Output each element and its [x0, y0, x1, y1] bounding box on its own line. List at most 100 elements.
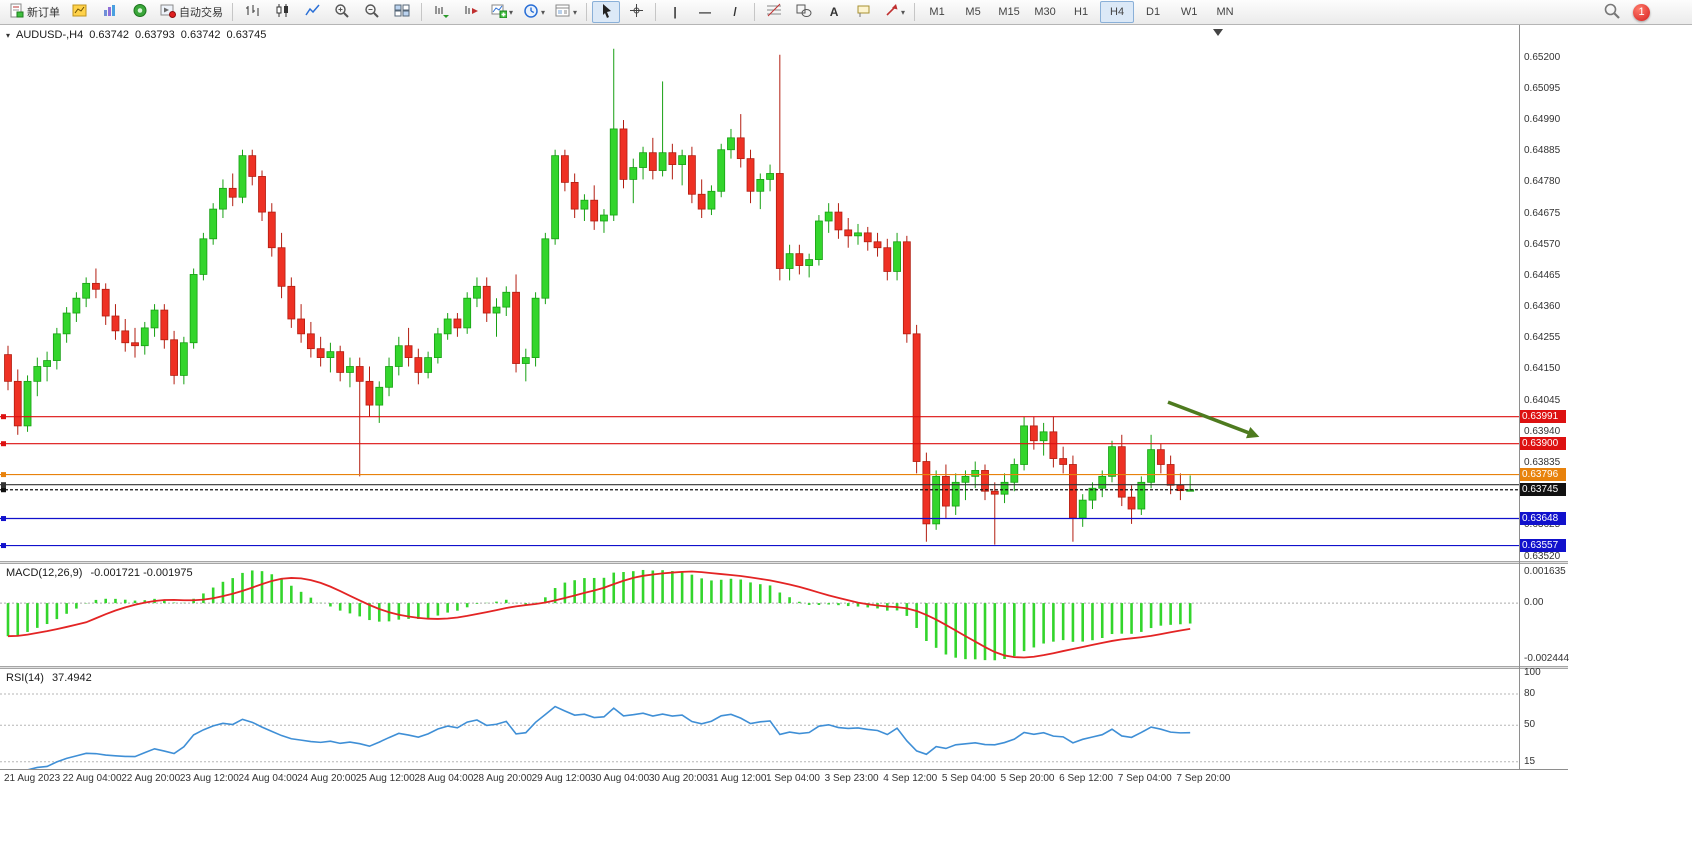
timeframe-mn[interactable]: MN	[1216, 6, 1234, 18]
pane-separator[interactable]	[0, 666, 1568, 669]
candlestick-icon	[275, 3, 290, 21]
candlestick-chart[interactable]	[0, 25, 1519, 561]
autotrading-button[interactable]: 自动交易	[156, 1, 227, 23]
timeframe-w1[interactable]: W1	[1180, 6, 1198, 18]
pane-separator[interactable]	[0, 561, 1568, 564]
rsi-axis-label: 100	[1524, 667, 1541, 679]
symbol-period-label: AUDUSD-,H4	[16, 29, 84, 41]
macd-chart[interactable]	[0, 564, 1519, 666]
arrows-button[interactable]: ▾	[880, 1, 909, 23]
price-axis-label: 0.65200	[1524, 51, 1561, 63]
search-button[interactable]	[1598, 1, 1626, 23]
fibonacci-icon	[766, 3, 782, 21]
vertical-line-icon: |	[673, 5, 677, 19]
time-axis-label: 7 Sep 04:00	[1117, 773, 1172, 784]
templates-button[interactable]: ▾	[551, 1, 581, 23]
price-level-badge[interactable]: 0.63557	[1520, 539, 1566, 553]
zoom-in-button[interactable]	[328, 1, 356, 23]
line-chart-icon	[304, 3, 320, 21]
macd-label: MACD(12,26,9)	[6, 567, 83, 579]
cursor-icon	[599, 3, 614, 21]
fibonacci-button[interactable]	[760, 1, 788, 23]
text-button[interactable]: A	[820, 1, 848, 23]
metaeditor-icon	[132, 3, 148, 21]
toolbar: 新订单 自动交易	[0, 0, 1692, 25]
macd-values: -0.001721 -0.001975	[90, 567, 193, 579]
caret-icon: ▾	[573, 7, 578, 17]
trendline-button[interactable]: /	[721, 1, 749, 23]
tile-windows-icon	[394, 3, 410, 21]
price-axis-label: 0.64255	[1524, 332, 1561, 344]
timeframe-m5[interactable]: M5	[965, 6, 981, 18]
bar-chart-button[interactable]	[238, 1, 266, 23]
timeframe-h1[interactable]: H1	[1074, 6, 1089, 18]
chart-shift-button[interactable]	[457, 1, 485, 23]
price-axis-label: 0.64675	[1524, 207, 1561, 219]
text-icon: A	[829, 5, 839, 19]
metaeditor-button[interactable]	[126, 1, 154, 23]
vertical-line-button[interactable]: |	[661, 1, 689, 23]
timeframe-h4[interactable]: H4	[1100, 1, 1135, 23]
profiles-button[interactable]	[96, 1, 124, 23]
new-order-label: 新订单	[27, 7, 60, 19]
new-chart-button[interactable]	[66, 1, 94, 23]
indicators-button[interactable]: ▾	[487, 1, 517, 23]
toolbar-separator	[914, 3, 916, 21]
time-axis-label: 28 Aug 04:00	[414, 773, 474, 784]
periods-button[interactable]: ▾	[519, 1, 549, 23]
candlestick-button[interactable]	[268, 1, 296, 23]
chart-header: ▾ AUDUSD-,H4 0.63742 0.63793 0.63742 0.63745	[6, 29, 272, 41]
time-axis-label: 4 Sep 12:00	[883, 773, 938, 784]
timeframe-d1[interactable]: D1	[1146, 6, 1161, 18]
ohlc-close: 0.63745	[226, 29, 267, 41]
toolbar-separator	[655, 3, 657, 21]
autoscroll-button[interactable]	[427, 1, 455, 23]
macd-axis-label: 0.001635	[1524, 566, 1566, 577]
chart-shift-icon	[463, 3, 479, 21]
price-level-badge[interactable]: 0.63900	[1520, 437, 1566, 451]
macd-label-row: MACD(12,26,9) -0.001721 -0.001975	[6, 567, 193, 579]
time-axis-label: 24 Aug 04:00	[238, 773, 298, 784]
price-axis-label: 0.64465	[1524, 269, 1561, 281]
templates-icon	[555, 3, 571, 21]
caret-icon: ▾	[901, 7, 906, 17]
timeframe-m30[interactable]: M30	[1034, 6, 1056, 18]
timeframe-m1[interactable]: M1	[929, 6, 945, 18]
time-axis-label: 31 Aug 12:00	[707, 773, 767, 784]
time-axis-label: 30 Aug 20:00	[648, 773, 708, 784]
macd-axis-label: -0.002444	[1524, 653, 1570, 664]
bar-chart-icon	[245, 3, 260, 21]
text-label-button[interactable]	[850, 1, 878, 23]
price-axis-label: 0.63940	[1524, 425, 1561, 437]
new-chart-icon	[72, 3, 88, 21]
cursor-button[interactable]	[592, 1, 621, 23]
horizontal-line-button[interactable]: —	[691, 1, 719, 23]
toolbar-separator	[232, 3, 233, 21]
zoom-out-button[interactable]	[358, 1, 386, 23]
new-order-button[interactable]: 新订单	[5, 1, 64, 23]
price-level-badge[interactable]: 0.63648	[1520, 512, 1566, 526]
time-axis-label: 6 Sep 12:00	[1059, 773, 1114, 784]
shapes-button[interactable]	[790, 1, 818, 23]
tile-windows-button[interactable]	[388, 1, 416, 23]
price-level-badge[interactable]: 0.63796	[1520, 468, 1566, 482]
notification-badge[interactable]: 1	[1633, 3, 1650, 21]
toolbar-separator	[754, 3, 756, 21]
rsi-chart[interactable]	[0, 669, 1519, 769]
toolbar-separator	[421, 3, 422, 21]
time-axis-label: 22 Aug 04:00	[62, 773, 122, 784]
time-axis-label: 24 Aug 20:00	[297, 773, 357, 784]
indicators-icon	[491, 3, 508, 21]
line-chart-button[interactable]	[298, 1, 326, 23]
shapes-icon	[796, 3, 812, 21]
price-axis-label: 0.64150	[1524, 363, 1561, 375]
price-level-badge[interactable]: 0.63991	[1520, 410, 1566, 424]
crosshair-button[interactable]	[622, 1, 650, 23]
collapse-icon[interactable]: ▾	[6, 31, 11, 40]
price-level-badge[interactable]: 0.63745	[1520, 483, 1566, 497]
price-axis-border	[1519, 25, 1520, 769]
timeframe-m15[interactable]: M15	[998, 6, 1020, 18]
time-axis-border	[0, 769, 1568, 770]
zoom-out-icon	[364, 3, 380, 22]
